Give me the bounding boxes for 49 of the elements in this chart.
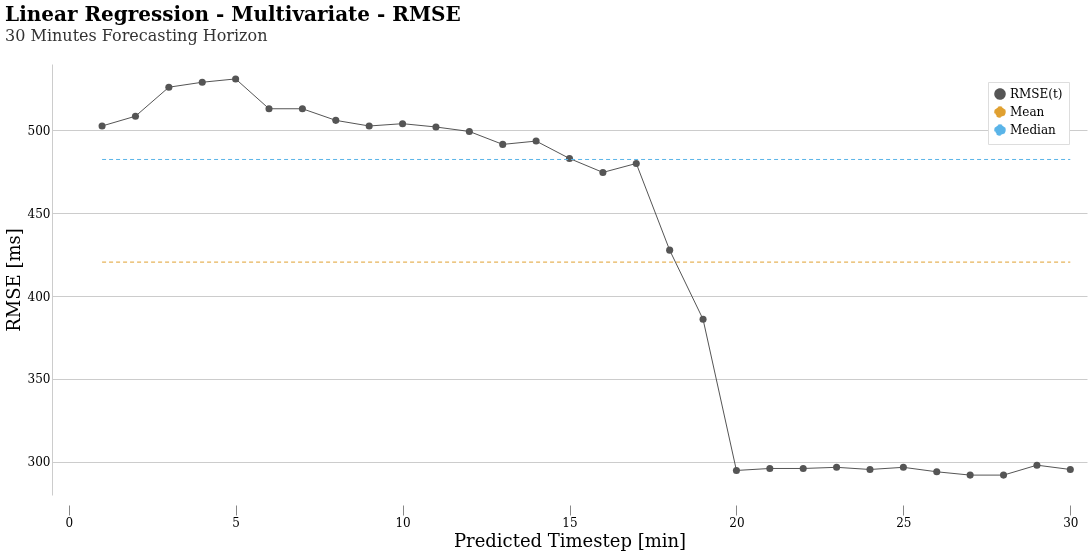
point <box>198 78 206 86</box>
point <box>499 140 507 148</box>
point <box>1066 465 1074 473</box>
point <box>933 468 941 476</box>
y-axis-title: RMSE [ms] <box>2 228 24 332</box>
x-axis-title: Predicted Timestep [min] <box>453 529 687 551</box>
point <box>298 105 306 113</box>
chart-subtitle: 30 Minutes Forecasting Horizon <box>5 26 268 45</box>
point <box>232 75 240 83</box>
x-tick-label: 20 <box>729 515 745 530</box>
point <box>1033 461 1041 469</box>
chart-title: Linear Regression - Multivariate - RMSE <box>5 2 461 26</box>
point <box>565 154 574 163</box>
legend-label: Median <box>1010 123 1057 137</box>
point <box>833 463 841 471</box>
y-tick-label: 400 <box>27 289 51 304</box>
point <box>532 137 540 145</box>
x-tick-label: 30 <box>1063 515 1079 530</box>
legend-label: RMSE(t) <box>1010 87 1063 101</box>
point <box>899 463 907 471</box>
x-tick-label: 10 <box>395 515 411 530</box>
x-tick-label: 0 <box>65 515 74 530</box>
point <box>465 127 473 135</box>
point <box>365 122 373 130</box>
y-tick-label: 500 <box>27 123 51 138</box>
point <box>432 123 440 131</box>
y-tick-label: 350 <box>27 372 51 387</box>
point <box>732 466 740 474</box>
point <box>98 122 106 130</box>
y-tick-label: 450 <box>27 206 51 221</box>
x-tick-label: 25 <box>896 515 912 530</box>
point <box>966 471 974 479</box>
y-tick-label: 300 <box>27 455 51 470</box>
point <box>766 464 774 473</box>
point <box>666 246 674 254</box>
point <box>799 464 807 473</box>
point <box>165 83 173 91</box>
point <box>332 116 340 124</box>
x-tick-label: 15 <box>562 515 578 530</box>
point <box>632 159 640 167</box>
point <box>265 105 273 113</box>
x-tick-label: 5 <box>232 515 240 530</box>
point <box>1000 471 1008 479</box>
point <box>866 465 874 473</box>
legend-label: Mean <box>1010 105 1045 119</box>
point <box>699 315 707 323</box>
point <box>599 168 607 176</box>
point <box>399 120 407 128</box>
point <box>131 112 139 120</box>
